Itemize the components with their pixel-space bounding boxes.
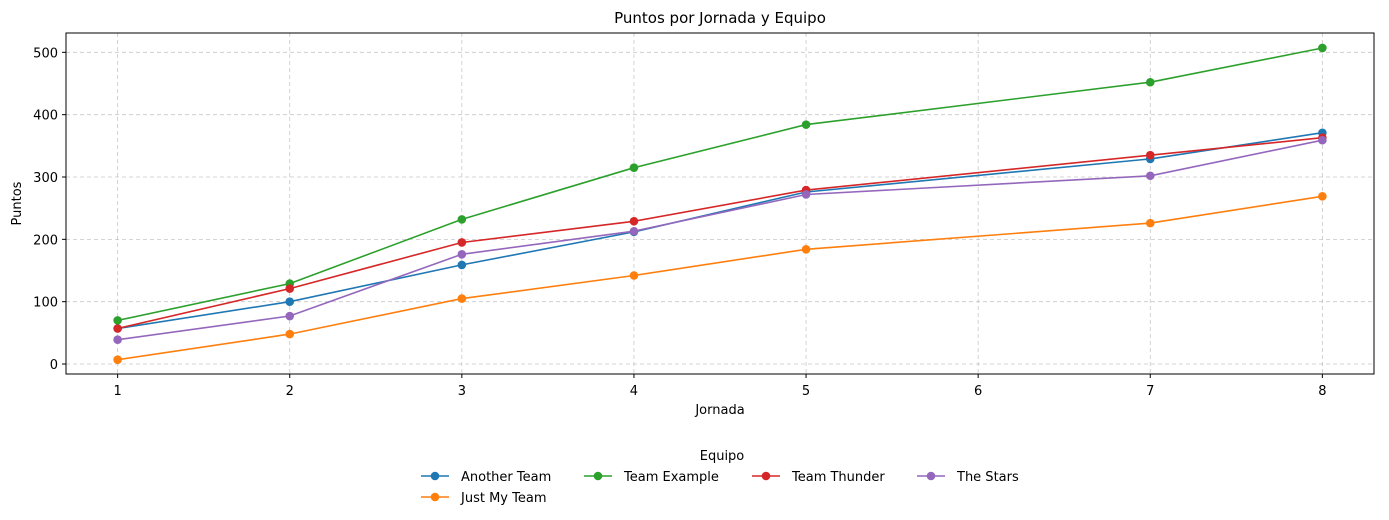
legend-marker (430, 492, 440, 502)
series-layer (113, 43, 1327, 364)
series-team-example (113, 43, 1327, 325)
data-point (629, 216, 639, 226)
legend-marker (926, 471, 936, 481)
data-point (285, 329, 295, 339)
data-point (629, 271, 639, 280)
data-point (629, 163, 639, 172)
x-tick-label: 8 (1318, 384, 1326, 399)
data-point (1145, 77, 1155, 87)
data-point (457, 260, 467, 270)
legend-label: Team Thunder (791, 470, 885, 485)
x-tick-label: 7 (1146, 384, 1154, 399)
data-point (285, 311, 295, 321)
y-tick-label: 200 (33, 233, 58, 248)
legend-marker (430, 471, 440, 481)
x-tick-label: 3 (458, 384, 466, 399)
data-point (285, 297, 295, 306)
y-axis-label: Puntos (10, 181, 25, 225)
y-tick-label: 500 (33, 46, 58, 61)
data-point (1318, 43, 1327, 53)
legend-title: Equipo (700, 449, 745, 464)
legend-item: Team Example (584, 470, 719, 485)
x-tick-label: 2 (286, 384, 294, 399)
series-line (117, 131, 1323, 330)
legend-label: Team Example (623, 470, 719, 485)
data-point (113, 316, 122, 325)
data-point (457, 238, 467, 247)
legend-label: Another Team (461, 470, 551, 485)
legend-item: Another Team (421, 470, 551, 485)
series-just-my-team (113, 192, 1327, 364)
series-team-thunder (113, 133, 1327, 333)
data-point (457, 215, 467, 224)
data-point (801, 245, 811, 254)
data-point (457, 294, 467, 303)
y-tick-label: 300 (33, 171, 58, 186)
data-point (1318, 135, 1327, 145)
x-tick-label: 4 (630, 384, 638, 399)
data-point (1145, 150, 1155, 160)
axes: 1 2 3 4 5 6 7 8 0 100 200 300 400 500 (33, 32, 1375, 399)
data-point (801, 190, 811, 199)
data-point (113, 355, 122, 364)
legend-label: The Stars (956, 470, 1019, 485)
legend-label: Just My Team (460, 491, 546, 506)
grid (66, 33, 1374, 374)
series-line (117, 139, 1323, 341)
data-point (801, 120, 811, 129)
series-line (117, 47, 1323, 322)
data-point (113, 335, 122, 345)
legend: Equipo Another Team Just My Team Team Exam… (421, 449, 1019, 506)
data-point (113, 324, 122, 333)
y-tick-label: 400 (33, 109, 58, 124)
x-axis-label: Jornada (694, 403, 744, 418)
x-tick-label: 5 (802, 384, 810, 399)
chart-title: Puntos por Jornada y Equipo (614, 9, 826, 27)
data-point (1318, 192, 1327, 201)
legend-marker (761, 471, 771, 481)
legend-marker (593, 471, 603, 481)
x-tick-label: 1 (113, 384, 121, 399)
data-point (1145, 171, 1155, 181)
data-point (1145, 218, 1155, 228)
y-tick-label: 100 (33, 296, 58, 311)
data-point (457, 250, 467, 259)
y-tick-label: 0 (50, 358, 58, 373)
legend-item: The Stars (917, 470, 1019, 485)
legend-item: Team Thunder (752, 470, 885, 485)
series-another-team (113, 128, 1327, 333)
x-tick-label: 6 (974, 384, 982, 399)
data-point (285, 284, 295, 293)
plot-frame (65, 32, 1375, 375)
legend-item: Just My Team (421, 491, 546, 506)
series-the-stars (113, 135, 1327, 345)
data-point (629, 226, 639, 236)
series-line (117, 195, 1323, 361)
